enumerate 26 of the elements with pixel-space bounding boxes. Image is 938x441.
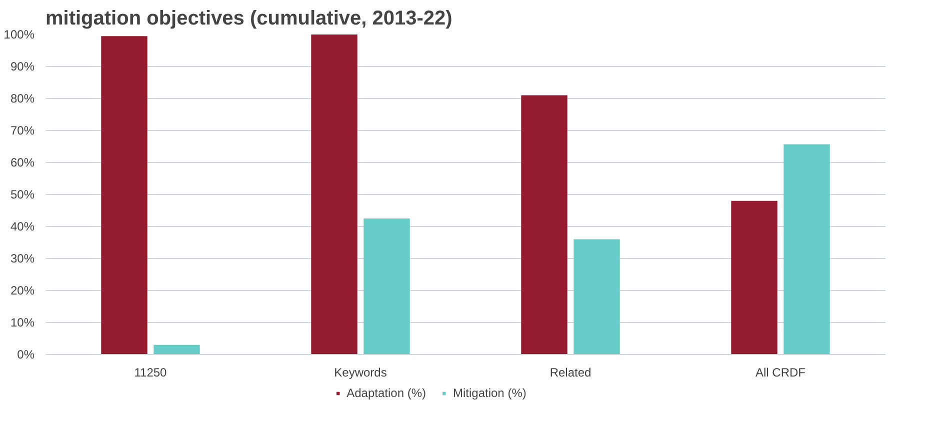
y-tick-label: 20% (10, 284, 35, 298)
y-tick-label: 100% (4, 28, 35, 42)
bar (311, 34, 358, 354)
y-tick-label: 90% (10, 60, 35, 74)
x-tick-label: Keywords (334, 366, 387, 380)
bar (101, 36, 148, 354)
y-tick-label: 80% (10, 92, 35, 106)
chart-title: mitigation objectives (cumulative, 2013-22) (46, 8, 452, 30)
y-tick-label: 10% (10, 316, 35, 330)
bar (574, 239, 620, 354)
y-tick-label: 40% (10, 220, 35, 234)
bar (731, 200, 778, 354)
bar (784, 144, 830, 354)
y-tick-label: 70% (10, 124, 35, 138)
legend-label: Mitigation (%) (453, 386, 526, 400)
x-tick-label: Related (550, 366, 592, 380)
y-tick-label: 30% (10, 252, 35, 266)
bar (521, 95, 568, 354)
y-tick-label: 60% (10, 156, 35, 170)
legend-label: Adaptation (%) (346, 386, 426, 400)
bar (364, 218, 410, 354)
y-tick-label: 0% (17, 348, 35, 362)
bar (154, 344, 200, 354)
x-tick-label: 11250 (134, 366, 168, 380)
x-tick-label: All CRDF (756, 366, 806, 380)
y-tick-label: 50% (10, 188, 35, 202)
